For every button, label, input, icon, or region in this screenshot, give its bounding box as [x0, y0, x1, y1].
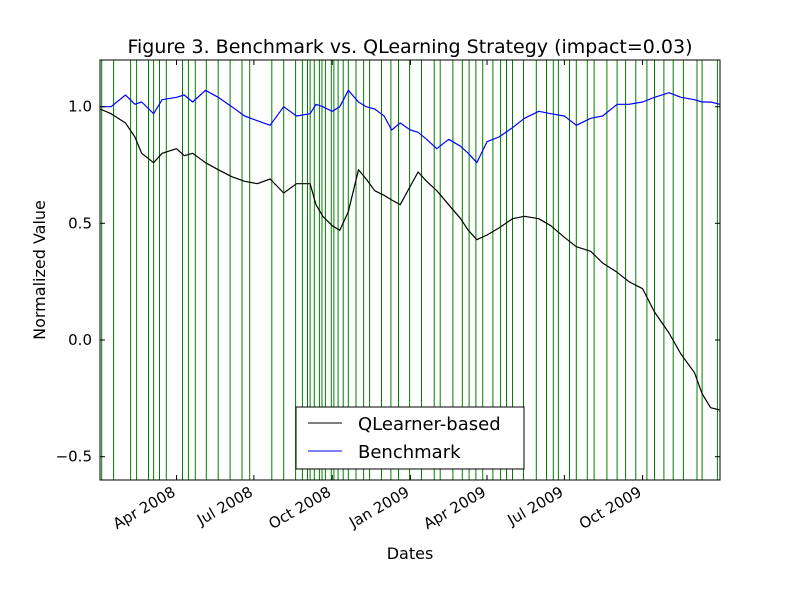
x-axis-label: Dates	[387, 544, 434, 563]
legend-box	[295, 406, 525, 470]
y-tick-label: 0.0	[68, 331, 92, 349]
y-tick-label: −0.5	[56, 448, 92, 466]
legend-label-benchmark: Benchmark	[358, 442, 461, 463]
y-tick-label: 0.5	[68, 214, 92, 232]
series-line-benchmark	[100, 89, 721, 164]
series-line-qlearner-based	[99, 108, 721, 411]
legend-label-qlearner: QLearner-based	[358, 414, 501, 435]
legend: QLearner-based Benchmark	[295, 406, 525, 470]
y-axis-ticks: −0.5 0.0 0.5 1.0	[56, 98, 720, 466]
series-group	[99, 89, 721, 411]
chart-title: Figure 3. Benchmark vs. QLearning Strate…	[127, 36, 692, 58]
y-tick-label: 1.0	[68, 98, 92, 116]
y-axis-label: Normalized Value	[30, 200, 49, 340]
